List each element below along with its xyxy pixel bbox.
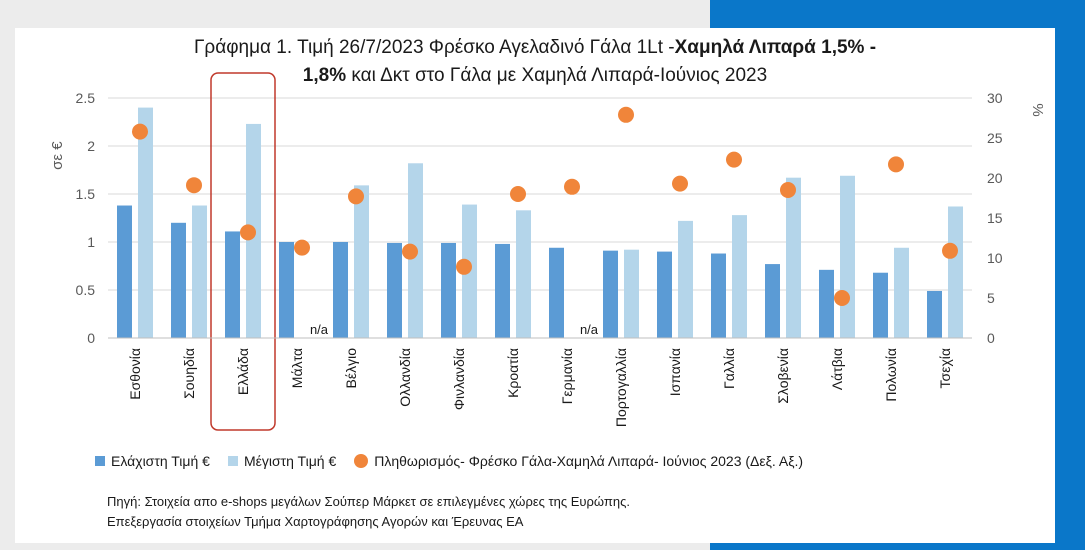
x-category-label: Λάτβια: [829, 348, 845, 390]
chart-legend: Ελάχιστη Τιμή € Μέγιστη Τιμή € Πληθωρισμ…: [95, 453, 1035, 469]
bar-max-price: [894, 247, 909, 338]
inflation-point: [618, 106, 634, 123]
legend-item-inflation: Πληθωρισμός- Φρέσκο Γάλα-Χαμηλά Λιπαρά- …: [354, 453, 803, 469]
bar-min-price: [819, 269, 834, 338]
legend-swatch-max: [227, 456, 238, 466]
inflation-point: [348, 188, 364, 205]
inflation-point: [726, 151, 742, 168]
bar-min-price: [117, 205, 132, 338]
na-label: n/a: [310, 322, 329, 337]
title-line1: Γράφημα 1. Τιμή 26/7/2023 Φρέσκο Αγελαδι…: [193, 37, 675, 58]
y-right-tick-label: 0: [987, 330, 995, 346]
highlight-box: [210, 72, 276, 431]
bar-min-price: [657, 251, 672, 338]
legend-item-max: Μέγιστη Τιμή €: [227, 453, 337, 469]
x-category-label: Γαλλία: [721, 348, 737, 389]
inflation-point: [942, 242, 958, 259]
x-category-label: Φινλανδία: [451, 348, 467, 410]
y-right-tick-label: 15: [987, 210, 1003, 226]
inflation-point: [456, 258, 472, 275]
legend-label-max: Μέγιστη Τιμή €: [243, 453, 337, 469]
source-line-2: Επεξεργασία στοιχείων Τμήμα Χαρτογράφηση…: [107, 514, 524, 529]
y-right-tick-label: 30: [987, 90, 1003, 106]
bar-min-price: [711, 253, 726, 338]
bar-min-price: [333, 242, 348, 338]
source-note: Πηγή: Στοιχεία απο e-shops μεγάλων Σούπε…: [107, 492, 630, 532]
x-category-label: Πορτογαλλία: [613, 348, 629, 427]
inflation-point: [564, 178, 580, 195]
legend-item-min: Ελάχιστη Τιμή €: [95, 453, 210, 469]
bar-min-price: [603, 250, 618, 338]
y-left-tick-label: 0: [87, 330, 95, 346]
inflation-point: [186, 177, 202, 194]
legend-label-min: Ελάχιστη Τιμή €: [111, 453, 210, 469]
y-left-tick-label: 1: [87, 234, 95, 250]
y-right-tick-label: 10: [987, 250, 1003, 266]
bar-max-price: [624, 249, 639, 338]
x-category-label: Πολωνία: [883, 348, 899, 402]
bar-max-price: [786, 177, 801, 338]
y-right-tick-label: 25: [987, 130, 1003, 146]
inflation-point: [402, 243, 418, 260]
title-line2-bold: 1,8%: [302, 65, 347, 86]
inflation-point: [240, 224, 256, 241]
bar-min-price: [387, 242, 402, 338]
title-line2: και Δκτ στο Γάλα με Χαμηλά Λιπαρά-Ιούνιο…: [346, 65, 768, 86]
y-right-axis-label: %: [1029, 103, 1046, 116]
y-left-axis-label: σε €: [49, 141, 66, 170]
chart-title: Γράφημα 1. Τιμή 26/7/2023 Φρέσκο Αγελαδι…: [55, 34, 1015, 90]
bar-min-price: [549, 247, 564, 338]
inflation-point: [132, 123, 148, 140]
x-category-label: Σουηδία: [181, 348, 197, 399]
x-category-label: Εσθονία: [127, 348, 143, 400]
bar-max-price: [354, 185, 369, 338]
source-line-1: Πηγή: Στοιχεία απο e-shops μεγάλων Σούπε…: [107, 494, 630, 509]
x-category-label: Κροατία: [505, 348, 521, 398]
bar-min-price: [279, 242, 294, 338]
bar-max-price: [732, 215, 747, 338]
x-category-label: Ολλανδία: [397, 348, 413, 407]
bar-min-price: [495, 243, 510, 338]
x-category-label: Ισπανία: [667, 348, 683, 396]
y-left-tick-label: 2: [87, 138, 95, 154]
inflation-point: [888, 156, 904, 173]
bar-max-price: [840, 175, 855, 338]
x-category-label: Σλοβενία: [775, 348, 791, 404]
legend-swatch-min: [95, 456, 105, 466]
legend-swatch-inflation: [354, 454, 369, 468]
bar-max-price: [516, 210, 531, 338]
inflation-point: [834, 290, 850, 306]
x-category-label: Γερμανία: [559, 348, 575, 404]
bar-max-price: [138, 107, 153, 338]
bar-min-price: [171, 222, 186, 338]
title-line1-bold: Χαμηλά Λιπαρά 1,5% -: [674, 37, 877, 58]
bar-min-price: [927, 290, 942, 338]
y-left-tick-label: 0.5: [76, 282, 96, 298]
x-category-label: Ελλάδα: [235, 348, 251, 395]
y-right-tick-label: 20: [987, 170, 1003, 186]
bar-max-price: [948, 206, 963, 338]
bar-min-price: [873, 272, 888, 338]
inflation-point: [294, 239, 310, 256]
inflation-point: [510, 186, 526, 202]
inflation-point: [672, 175, 688, 192]
y-left-tick-label: 2.5: [76, 90, 96, 106]
bar-min-price: [225, 231, 240, 338]
x-category-label: Βέλγιο: [343, 348, 359, 389]
y-left-tick-label: 1.5: [76, 186, 96, 202]
inflation-point: [780, 182, 796, 198]
y-right-tick-label: 5: [987, 290, 995, 306]
combo-chart: 0 0.5 1 1.5 2 2.5 0 5 10 15 20 25 30 σε €% Εσθονία Σουη…: [49, 72, 1046, 431]
bar-min-price: [765, 264, 780, 338]
legend-label-inflation: Πληθωρισμός- Φρέσκο Γάλα-Χαμηλά Λιπαρά- …: [374, 453, 804, 469]
x-category-label: Τσεχία: [937, 348, 953, 388]
x-category-label: Μάλτα: [289, 348, 305, 388]
bar-max-price: [192, 205, 207, 338]
bar-min-price: [441, 242, 456, 338]
bar-max-price: [678, 220, 693, 338]
na-label: n/a: [580, 322, 599, 337]
chart-card: Γράφημα 1. Τιμή 26/7/2023 Φρέσκο Αγελαδι…: [15, 28, 1055, 543]
